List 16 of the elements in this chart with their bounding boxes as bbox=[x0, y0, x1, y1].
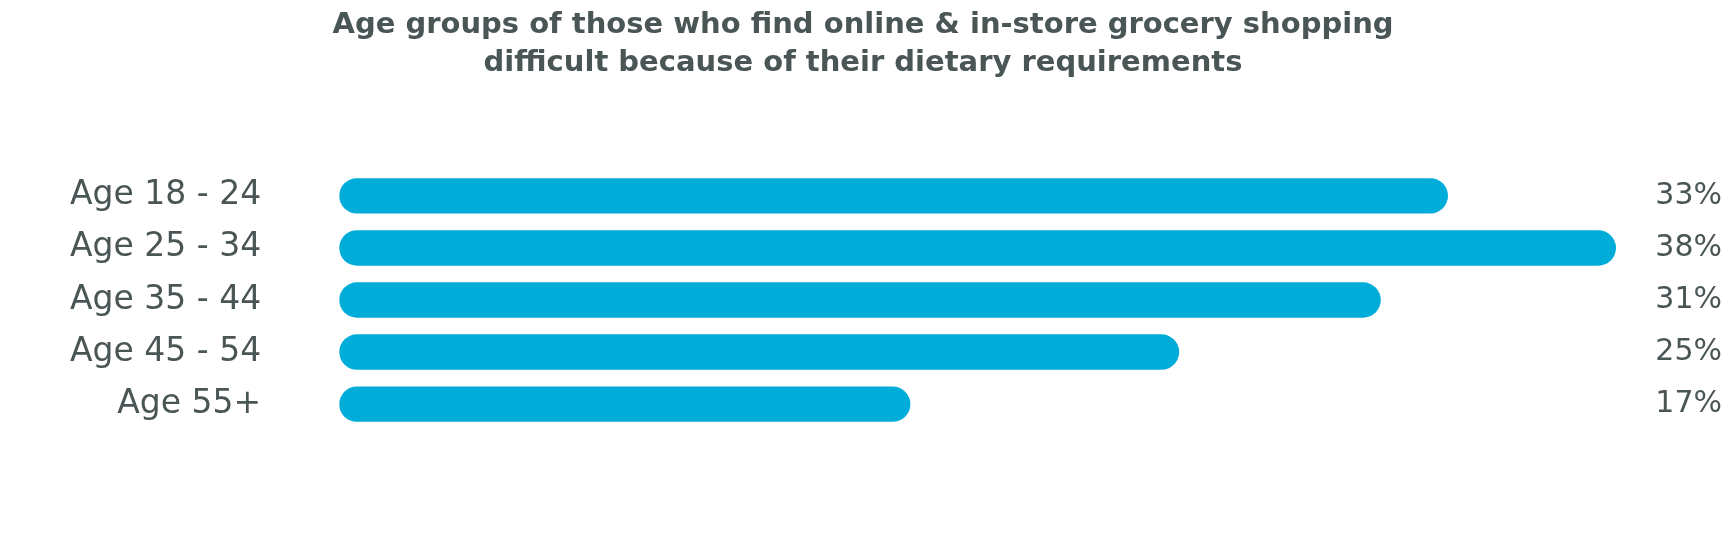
chart-title: Age groups of those who find online & in-store grocery shopping difficult because of their dietary requirements bbox=[331, 5, 1395, 80]
y-tick-label: Age 18 - 24 bbox=[70, 173, 262, 213]
data-label: 25% bbox=[1655, 331, 1722, 367]
y-tick-label: Age 35 - 44 bbox=[70, 277, 262, 317]
data-label: 38% bbox=[1655, 227, 1722, 263]
data-label: 31% bbox=[1655, 279, 1722, 315]
bar bbox=[339, 178, 1448, 214]
y-tick-label: Age 55+ bbox=[117, 381, 262, 421]
bar bbox=[339, 386, 911, 422]
bar bbox=[339, 230, 1616, 266]
data-label: 17% bbox=[1655, 383, 1722, 419]
data-label: 33% bbox=[1655, 175, 1722, 211]
y-tick-label: Age 25 - 34 bbox=[70, 225, 262, 265]
y-tick-label: Age 45 - 54 bbox=[70, 329, 262, 369]
bar bbox=[339, 282, 1381, 318]
bar bbox=[339, 334, 1180, 370]
